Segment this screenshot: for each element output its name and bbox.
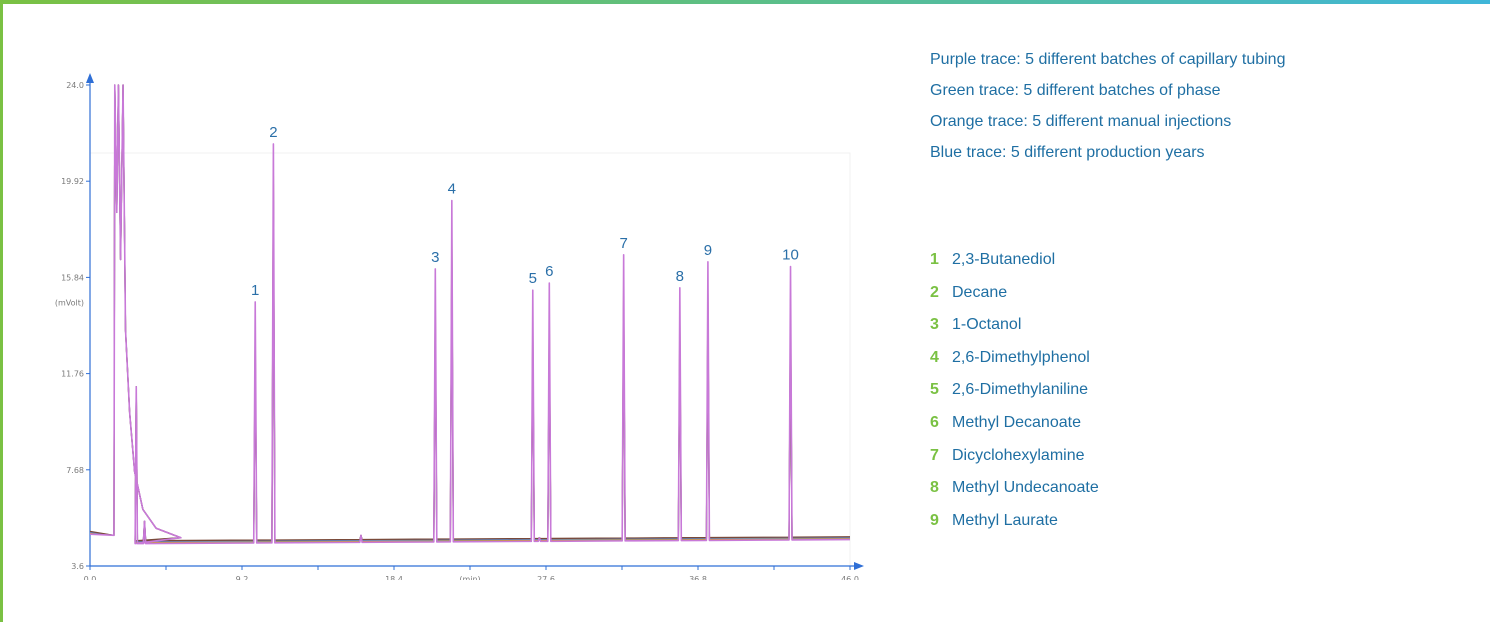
compound-name: Methyl Laurate [952,511,1058,529]
peak-label: 2 [269,124,277,141]
y-tick-label: 7.68 [66,466,84,475]
peak-label: 5 [529,270,537,287]
plot-frame [89,152,851,567]
y-tick-label: 19.92 [61,177,84,186]
y-tick-label: 3.6 [71,562,84,571]
compound-number: 1 [930,251,939,268]
compound-number: 3 [930,316,939,334]
x-tick-label: 36.8 [689,575,707,580]
compound-name: Methyl Decanoate [952,413,1081,431]
chart-axes: 3.6 7.68 11.76 15.84 19.92 24.0 (mVolt) 0.0 9.2 1… [55,73,864,580]
list-item: 3 1-Octanol [930,309,1099,342]
y-tick-label: 15.84 [61,273,84,282]
compound-name: 2,6-Dimethylaniline [952,381,1089,399]
peak-label: 1 [251,282,259,299]
chart-grid [89,152,851,567]
list-item: 6 Methyl Decanoate [930,407,1099,440]
y-tick-label: 11.76 [61,370,84,379]
chromatogram-trace [89,84,851,545]
list-item: 4 2,6-Dimethylphenol [930,342,1099,375]
top-accent-bar [0,0,1490,4]
compound-name: Methyl Undecanoate [952,479,1099,497]
peak-label: 7 [619,235,627,252]
compound-name: 2,6-Dimethylphenol [952,348,1090,366]
compound-number: 8 [930,479,939,497]
list-item: 5 2,6-Dimethylaniline [930,374,1099,407]
trace-description: Green trace: 5 different batches of phas… [930,82,1221,99]
x-tick-label: 27.6 [537,575,555,580]
chart-traces [89,84,851,545]
compound-number: 5 [930,381,939,399]
compound-name: 1-Octanol [952,316,1022,334]
trace-description: Orange trace: 5 different manual injecti… [930,113,1232,130]
compound-name: 2,3-Butanediol [952,251,1056,268]
compound-name: Dicyclohexylamine [952,446,1085,464]
x-tick-label: 9.2 [236,575,249,580]
chromatogram-trace [89,84,851,543]
list-item: 8 Methyl Undecanoate [930,472,1099,505]
x-tick-label: 18.4 [385,575,403,580]
list-item: 7 Dicyclohexylamine [930,440,1099,473]
chromatogram-chart: 3.6 7.68 11.76 15.84 19.92 24.0 (mVolt) 0.0 9.2 1… [55,73,864,580]
peak-label: 10 [782,247,799,264]
list-item: 1 2,3-Butanediol [930,244,1099,277]
list-item: 9 Methyl Laurate [930,505,1099,538]
x-axis-label: (min) [459,575,480,580]
peak-label: 9 [704,242,712,259]
peak-label: 3 [431,249,439,266]
y-axis-arrow [86,73,94,83]
trace-description: Blue trace: 5 different production years [930,144,1205,161]
trace-description: Purple trace: 5 different batches of cap… [930,51,1286,68]
compound-number: 7 [930,446,939,464]
x-axis-arrow [854,562,864,570]
peak-label: 6 [545,263,553,280]
compound-list: 1 2,3-Butanediol 2 Decane 3 1-Octanol 4 2,6-… [930,244,1099,537]
chromatogram-trace [89,84,851,544]
compound-number: 2 [930,283,939,301]
left-accent-bar [0,0,3,622]
trace-descriptions: Purple trace: 5 different batches of cap… [930,44,1470,168]
compound-number: 9 [930,511,939,529]
x-tick-label: 0.0 [84,575,97,580]
y-axis-label: (mVolt) [55,299,84,308]
list-item: 2 Decane [930,277,1099,310]
compound-number: 4 [930,348,939,366]
compound-name: Decane [952,283,1008,301]
y-tick-label: 24.0 [66,81,84,90]
chart-labels: 1 2 3 4 5 6 7 8 9 10 [251,124,799,299]
peak-label: 8 [676,268,684,285]
x-tick-label: 46.0 [841,575,859,580]
peak-label: 4 [448,181,456,198]
compound-number: 6 [930,413,939,431]
